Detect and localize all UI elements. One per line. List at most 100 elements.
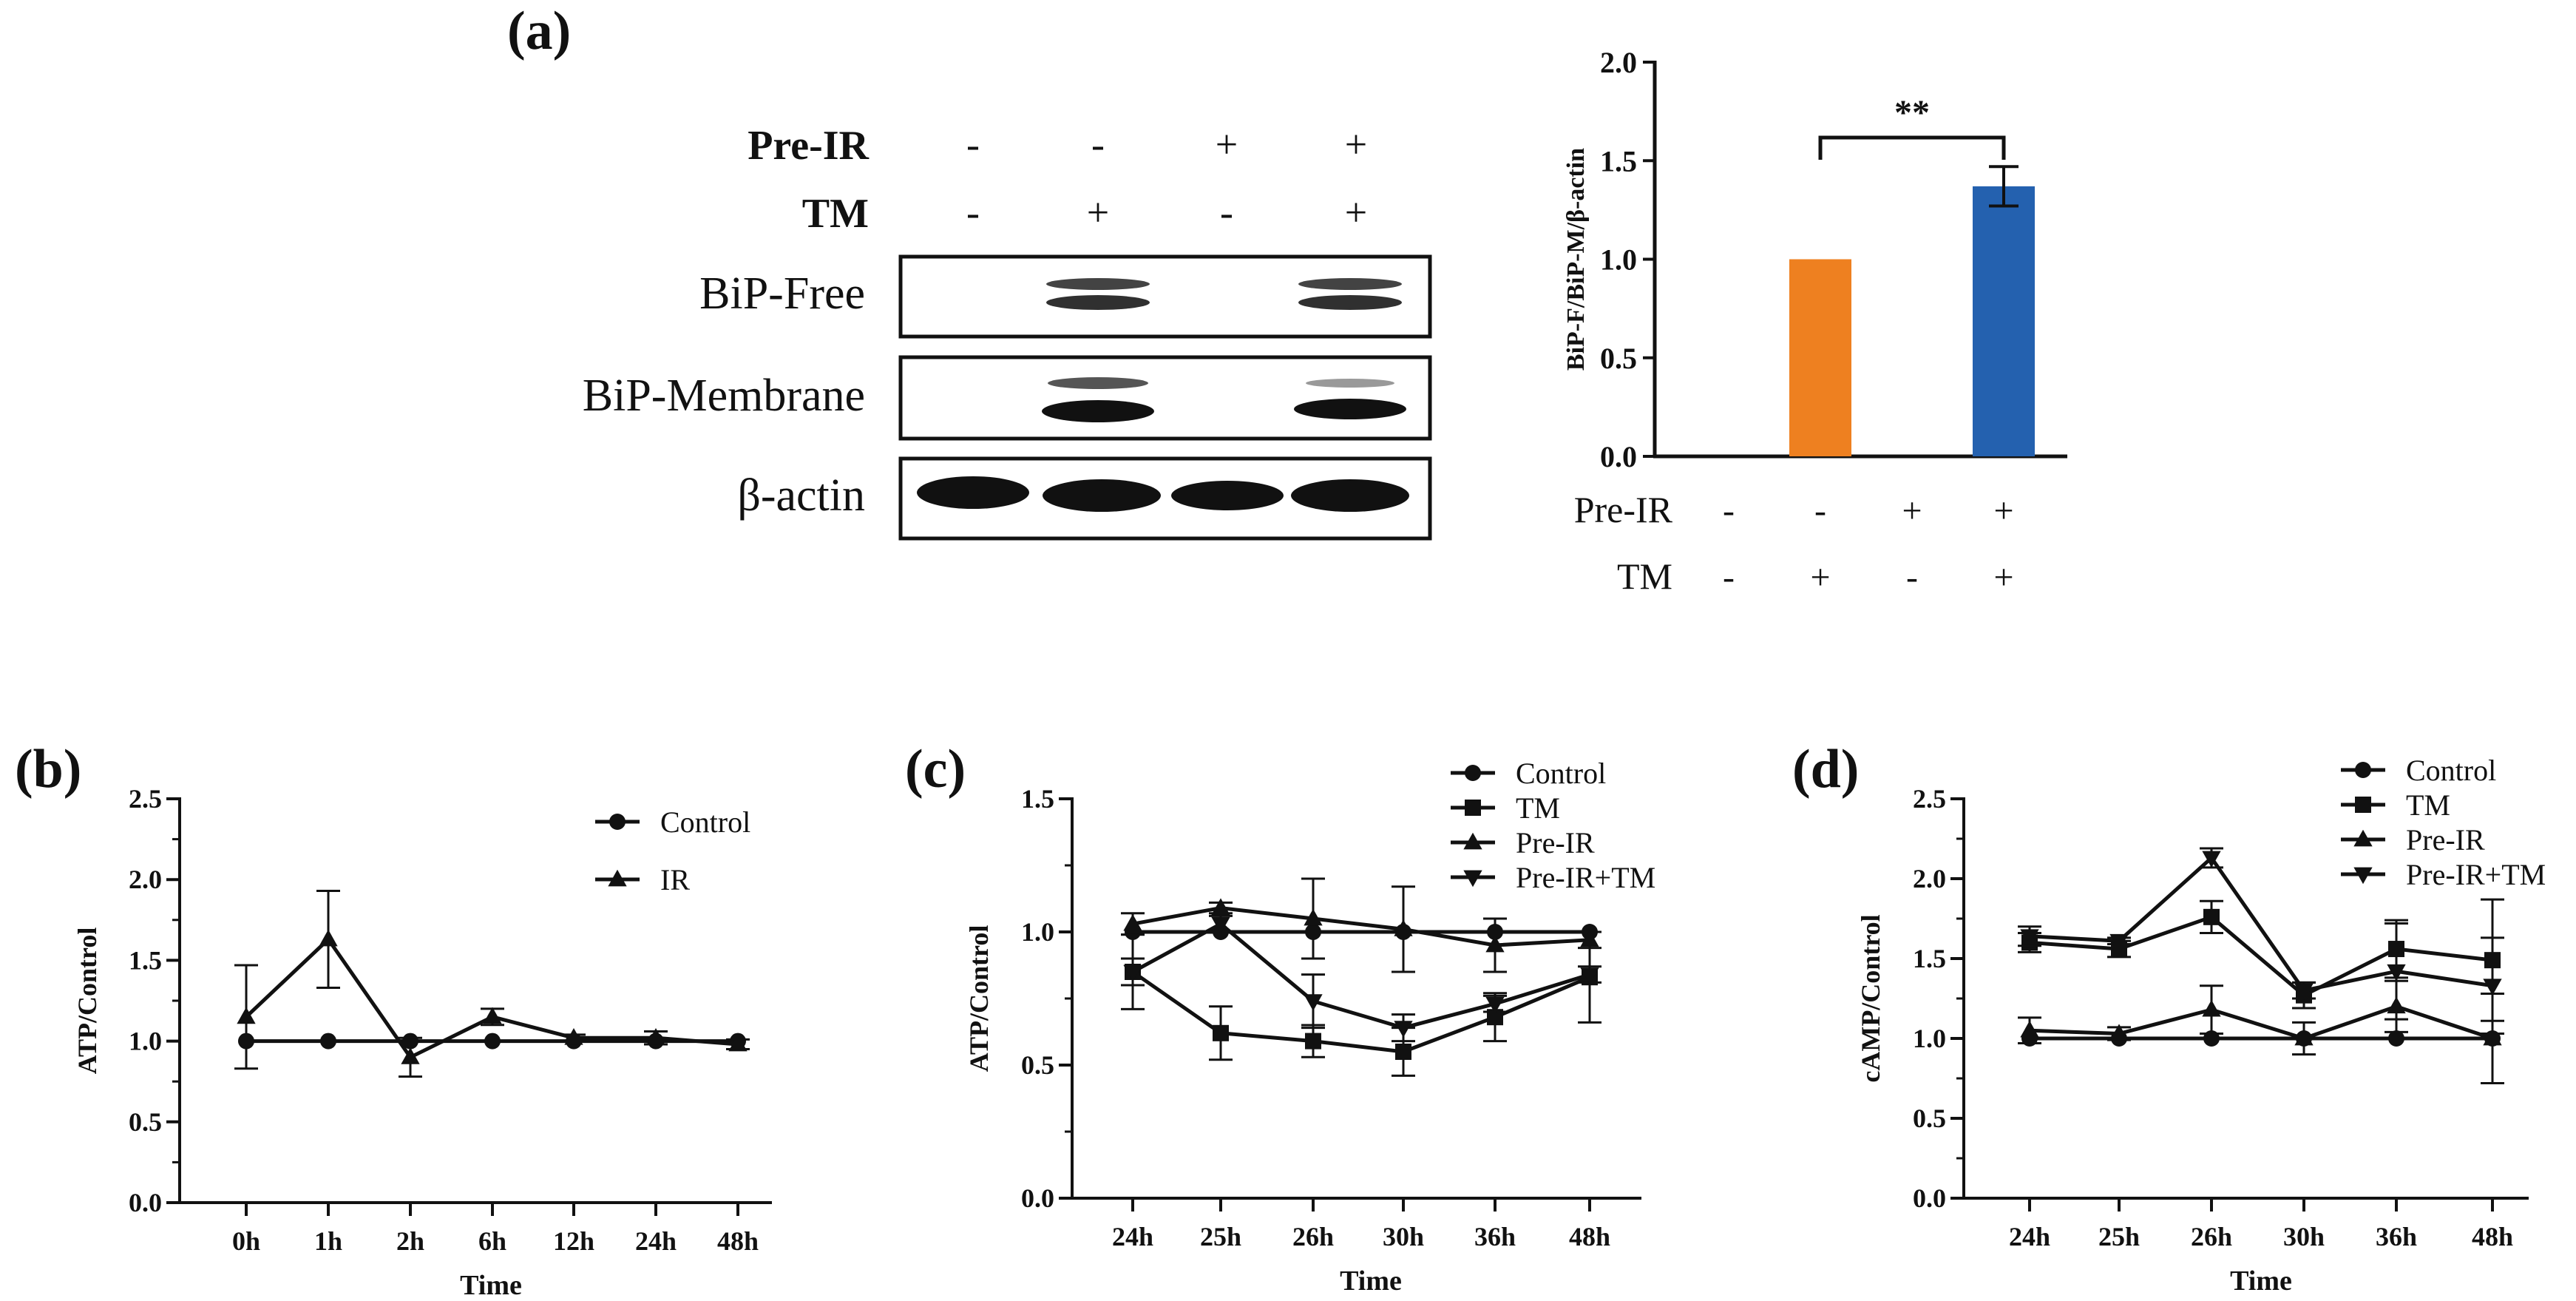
condition-symbol-a: -: [1814, 491, 1826, 530]
legend-label-c: TM: [1516, 791, 1560, 825]
condition-symbol-a: -: [1723, 558, 1735, 597]
data-point-c: [1123, 964, 1142, 982]
legend-label-b: Control: [660, 805, 750, 839]
data-point-d: [2202, 851, 2221, 868]
blot-band-label-bip-membrane: BiP-Membrane: [583, 371, 865, 421]
legend-marker-b: [609, 814, 626, 830]
legend-label-c: Pre-IR: [1516, 826, 1595, 859]
x-tick-label-b: 2h: [396, 1226, 424, 1256]
blot-band: [1046, 295, 1150, 310]
data-point-b: [483, 1007, 502, 1024]
data-point-c: [1304, 994, 1323, 1011]
blot-band: [1306, 379, 1394, 388]
blot-tm-lane-3: -: [1220, 190, 1233, 234]
legend-marker-d: [2353, 829, 2373, 847]
y-axis-title-b: ATP/Control: [72, 927, 102, 1075]
significance-label-a: **: [1894, 93, 1930, 132]
x-tick-label-c: 36h: [1474, 1222, 1516, 1251]
panel-label-c: (c): [905, 739, 966, 800]
data-point-d: [2483, 979, 2502, 996]
data-point-b: [237, 1007, 256, 1024]
data-point-c: [1485, 996, 1505, 1014]
series-line-d: [2029, 1004, 2493, 1041]
y-tick-label-d: 1.0: [1913, 1024, 1946, 1053]
y-tick-label-d: 2.0: [1913, 864, 1946, 893]
blot-band: [1291, 479, 1409, 512]
data-point-b: [484, 1033, 501, 1050]
series-line-d: [2029, 856, 2493, 993]
y-tick-label-d: 0.5: [1913, 1104, 1946, 1133]
blot-label-tm: TM: [802, 191, 869, 237]
blot-frame-bip-membrane: [898, 355, 1432, 441]
series-line-c: [1131, 970, 1590, 1054]
blot-band: [1046, 278, 1150, 290]
x-tick-label-b: 1h: [314, 1226, 342, 1256]
x-tick-label-c: 48h: [1569, 1222, 1610, 1251]
x-tick-label-b: 48h: [717, 1226, 759, 1256]
blot-band: [917, 476, 1029, 509]
data-point-d: [2483, 1028, 2502, 1046]
legend-marker-d: [2353, 867, 2373, 885]
legend-label-d: TM: [2406, 788, 2450, 822]
blot-pre-ir-lane-1: -: [966, 122, 980, 166]
x-tick-label-d: 48h: [2472, 1222, 2513, 1251]
legend-marker-d: [2355, 762, 2371, 778]
data-point-d: [2020, 1021, 2039, 1038]
legend-label-d: Pre-IR: [2406, 823, 2485, 856]
data-point-c: [1304, 908, 1323, 926]
data-point-d: [2387, 964, 2406, 981]
data-point-c: [1305, 1033, 1321, 1050]
x-tick-label-d: 26h: [2191, 1222, 2232, 1251]
x-tick-label-d: 25h: [2098, 1222, 2140, 1251]
x-axis-title-c: Time: [1340, 1265, 1402, 1297]
bar-a: [1789, 259, 1851, 456]
chart-c: 0.0 0.5 1.0 1.5 24h 25h 26h 30h 36h 48h Time ATP/Co…: [964, 757, 1655, 1297]
y-tick-label-a: 0.0: [1600, 440, 1637, 473]
blot-band-label-beta-actin: β-actin: [737, 470, 865, 521]
chart-b: 0.0 0.5 1.0 1.5 2.0 2.5 0h 1h 2h 6h 12h 24h 48h Time A…: [72, 784, 772, 1301]
data-point-d: [2020, 929, 2039, 946]
y-tick-label-c: 1.5: [1021, 784, 1054, 814]
data-point-b: [319, 929, 338, 947]
y-axis-title-c: ATP/Control: [964, 925, 994, 1072]
data-point-b: [564, 1028, 583, 1045]
condition-symbol-a: +: [1993, 491, 2013, 530]
x-axis-title-b: Time: [460, 1270, 522, 1301]
condition-symbol-a: +: [1810, 558, 1830, 597]
data-point-d: [2109, 1024, 2129, 1041]
y-tick-label-d: 0.0: [1913, 1183, 1946, 1213]
data-point-c: [1394, 1021, 1413, 1038]
blot-tm-lane-2: +: [1087, 190, 1109, 234]
y-tick-label-b: 1.5: [129, 945, 162, 975]
x-tick-label-b: 24h: [635, 1226, 677, 1256]
y-tick-label-a: 1.5: [1600, 144, 1637, 178]
x-tick-label-c: 24h: [1112, 1222, 1153, 1251]
data-point-c: [1487, 1009, 1503, 1026]
blot-pre-ir-lane-2: -: [1091, 122, 1105, 166]
blot-band: [1298, 278, 1402, 290]
western-blot: Pre-IR TM BiP-Free BiP-Membrane β-actin …: [583, 122, 1432, 541]
legend-label-c: Control: [1516, 757, 1606, 790]
condition-symbol-a: -: [1906, 558, 1918, 597]
condition-row-label-a: Pre-IR: [1574, 489, 1673, 530]
blot-band: [1171, 481, 1284, 510]
panel-label-d: (d): [1792, 739, 1859, 800]
y-tick-label-a: 0.5: [1600, 342, 1637, 375]
y-tick-label-b: 2.0: [129, 865, 162, 894]
y-tick-label-c: 0.5: [1021, 1050, 1054, 1080]
bar-a: [1973, 186, 2035, 456]
y-tick-label-c: 1.0: [1021, 917, 1054, 947]
blot-band: [1042, 400, 1154, 422]
data-point-d: [2388, 1030, 2404, 1047]
data-point-d: [2203, 908, 2220, 925]
blot-band: [1048, 377, 1148, 389]
legend-label-c: Pre-IR+TM: [1516, 861, 1655, 894]
y-axis-title-d: cAMP/Control: [1856, 914, 1885, 1082]
y-tick-label-b: 0.5: [129, 1107, 162, 1137]
legend-marker-c: [1463, 832, 1482, 850]
data-point-d: [2294, 1028, 2314, 1046]
blot-pre-ir-lane-3: +: [1216, 122, 1238, 166]
legend-label-b: IR: [660, 863, 690, 896]
data-point-d: [2294, 983, 2314, 1001]
series-line-c: [1131, 922, 1590, 1030]
